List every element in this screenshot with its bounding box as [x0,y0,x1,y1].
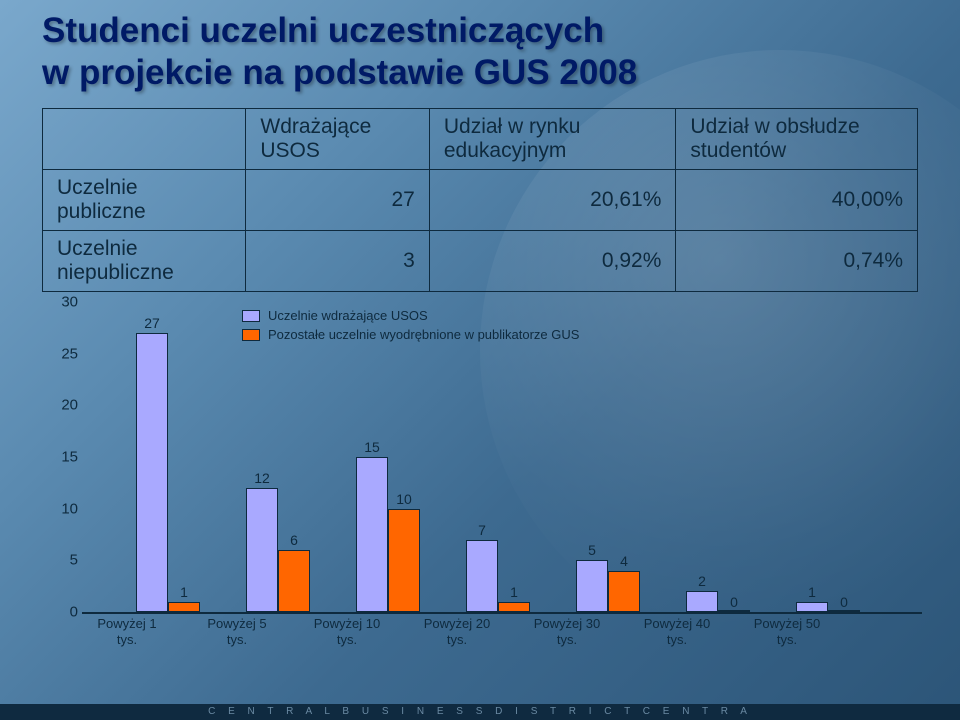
x-category-label: Powyżej 20tys. [412,616,502,647]
bar-group: 12 6 [222,304,332,612]
bar-series-b [608,571,640,612]
x-category-label: Powyżej 5tys. [192,616,282,647]
bar-value-label: 10 [388,491,420,507]
y-tick: 30 [42,294,78,311]
bar-series-b [718,610,750,612]
cell: 40,00% [676,170,918,231]
y-tick: 5 [42,552,78,569]
bar-series-b [498,602,530,612]
plot-area: 051015202530271126151071542010 [82,304,922,614]
col-0 [43,109,246,170]
bar-value-label: 0 [828,594,860,610]
data-table: Wdrażające USOS Udział w rynku edukacyjn… [42,108,918,292]
bar-series-a [466,540,498,612]
bar-value-label: 1 [168,584,200,600]
table-header-row: Wdrażające USOS Udział w rynku edukacyjn… [43,109,918,170]
bar-value-label: 6 [278,532,310,548]
page-title: Studenci uczelni uczestniczących w proje… [42,10,918,94]
col-2: Udział w rynku edukacyjnym [429,109,676,170]
cell: 3 [246,231,429,292]
x-category-label: Powyżej 10tys. [302,616,392,647]
y-tick: 0 [42,604,78,621]
bar-group: 27 1 [112,304,222,612]
footer-text: C E N T R A L B U S I N E S S D I S T R … [208,706,752,717]
bar-value-label: 2 [686,573,718,589]
x-category-label: Powyżej 30tys. [522,616,612,647]
y-tick: 20 [42,397,78,414]
cell: Uczelnie niepubliczne [43,231,246,292]
y-tick: 15 [42,449,78,466]
bar-value-label: 4 [608,553,640,569]
table-row: Uczelnie niepubliczne 3 0,92% 0,74% [43,231,918,292]
bar-value-label: 1 [796,584,828,600]
slide-content: Studenci uczelni uczestniczących w proje… [0,0,960,674]
cell: 20,61% [429,170,676,231]
bar-group: 71 [442,304,552,612]
bar-series-a [796,602,828,612]
col-1: Wdrażające USOS [246,109,429,170]
bar-value-label: 0 [718,594,750,610]
x-category-label: Powyżej 1tys. [82,616,172,647]
bar-series-a [576,560,608,612]
bar-group: 20 [662,304,772,612]
y-tick: 10 [42,500,78,517]
bar-value-label: 12 [246,470,278,486]
cell: 0,92% [429,231,676,292]
col-3: Udział w obsłudze studentów [676,109,918,170]
bar-series-b [168,602,200,612]
bar-series-b [828,610,860,612]
footer-bar: C E N T R A L B U S I N E S S D I S T R … [0,704,960,720]
bar-value-label: 7 [466,522,498,538]
bar-series-a [246,488,278,612]
bar-group: 1510 [332,304,442,612]
bar-value-label: 5 [576,542,608,558]
bar-value-label: 27 [136,315,168,331]
bar-series-a [136,333,168,612]
bar-group: 54 [552,304,662,612]
bar-value-label: 15 [356,439,388,455]
title-line-2: w projekcie na podstawie GUS 2008 [42,53,637,92]
table-row: Uczelnie publiczne 27 20,61% 40,00% [43,170,918,231]
bar-value-label: 1 [498,584,530,600]
bar-series-a [686,591,718,612]
bar-series-a [356,457,388,612]
y-tick: 25 [42,345,78,362]
cell: 0,74% [676,231,918,292]
title-line-1: Studenci uczelni uczestniczących [42,11,604,50]
cell: 27 [246,170,429,231]
cell: Uczelnie publiczne [43,170,246,231]
bar-group: 10 [772,304,882,612]
bar-series-b [388,509,420,612]
x-category-label: Powyżej 40tys. [632,616,722,647]
x-category-label: Powyżej 50tys. [742,616,832,647]
bar-chart: Uczelnie wdrażające USOS Pozostałe uczel… [42,304,922,674]
bar-series-b [278,550,310,612]
